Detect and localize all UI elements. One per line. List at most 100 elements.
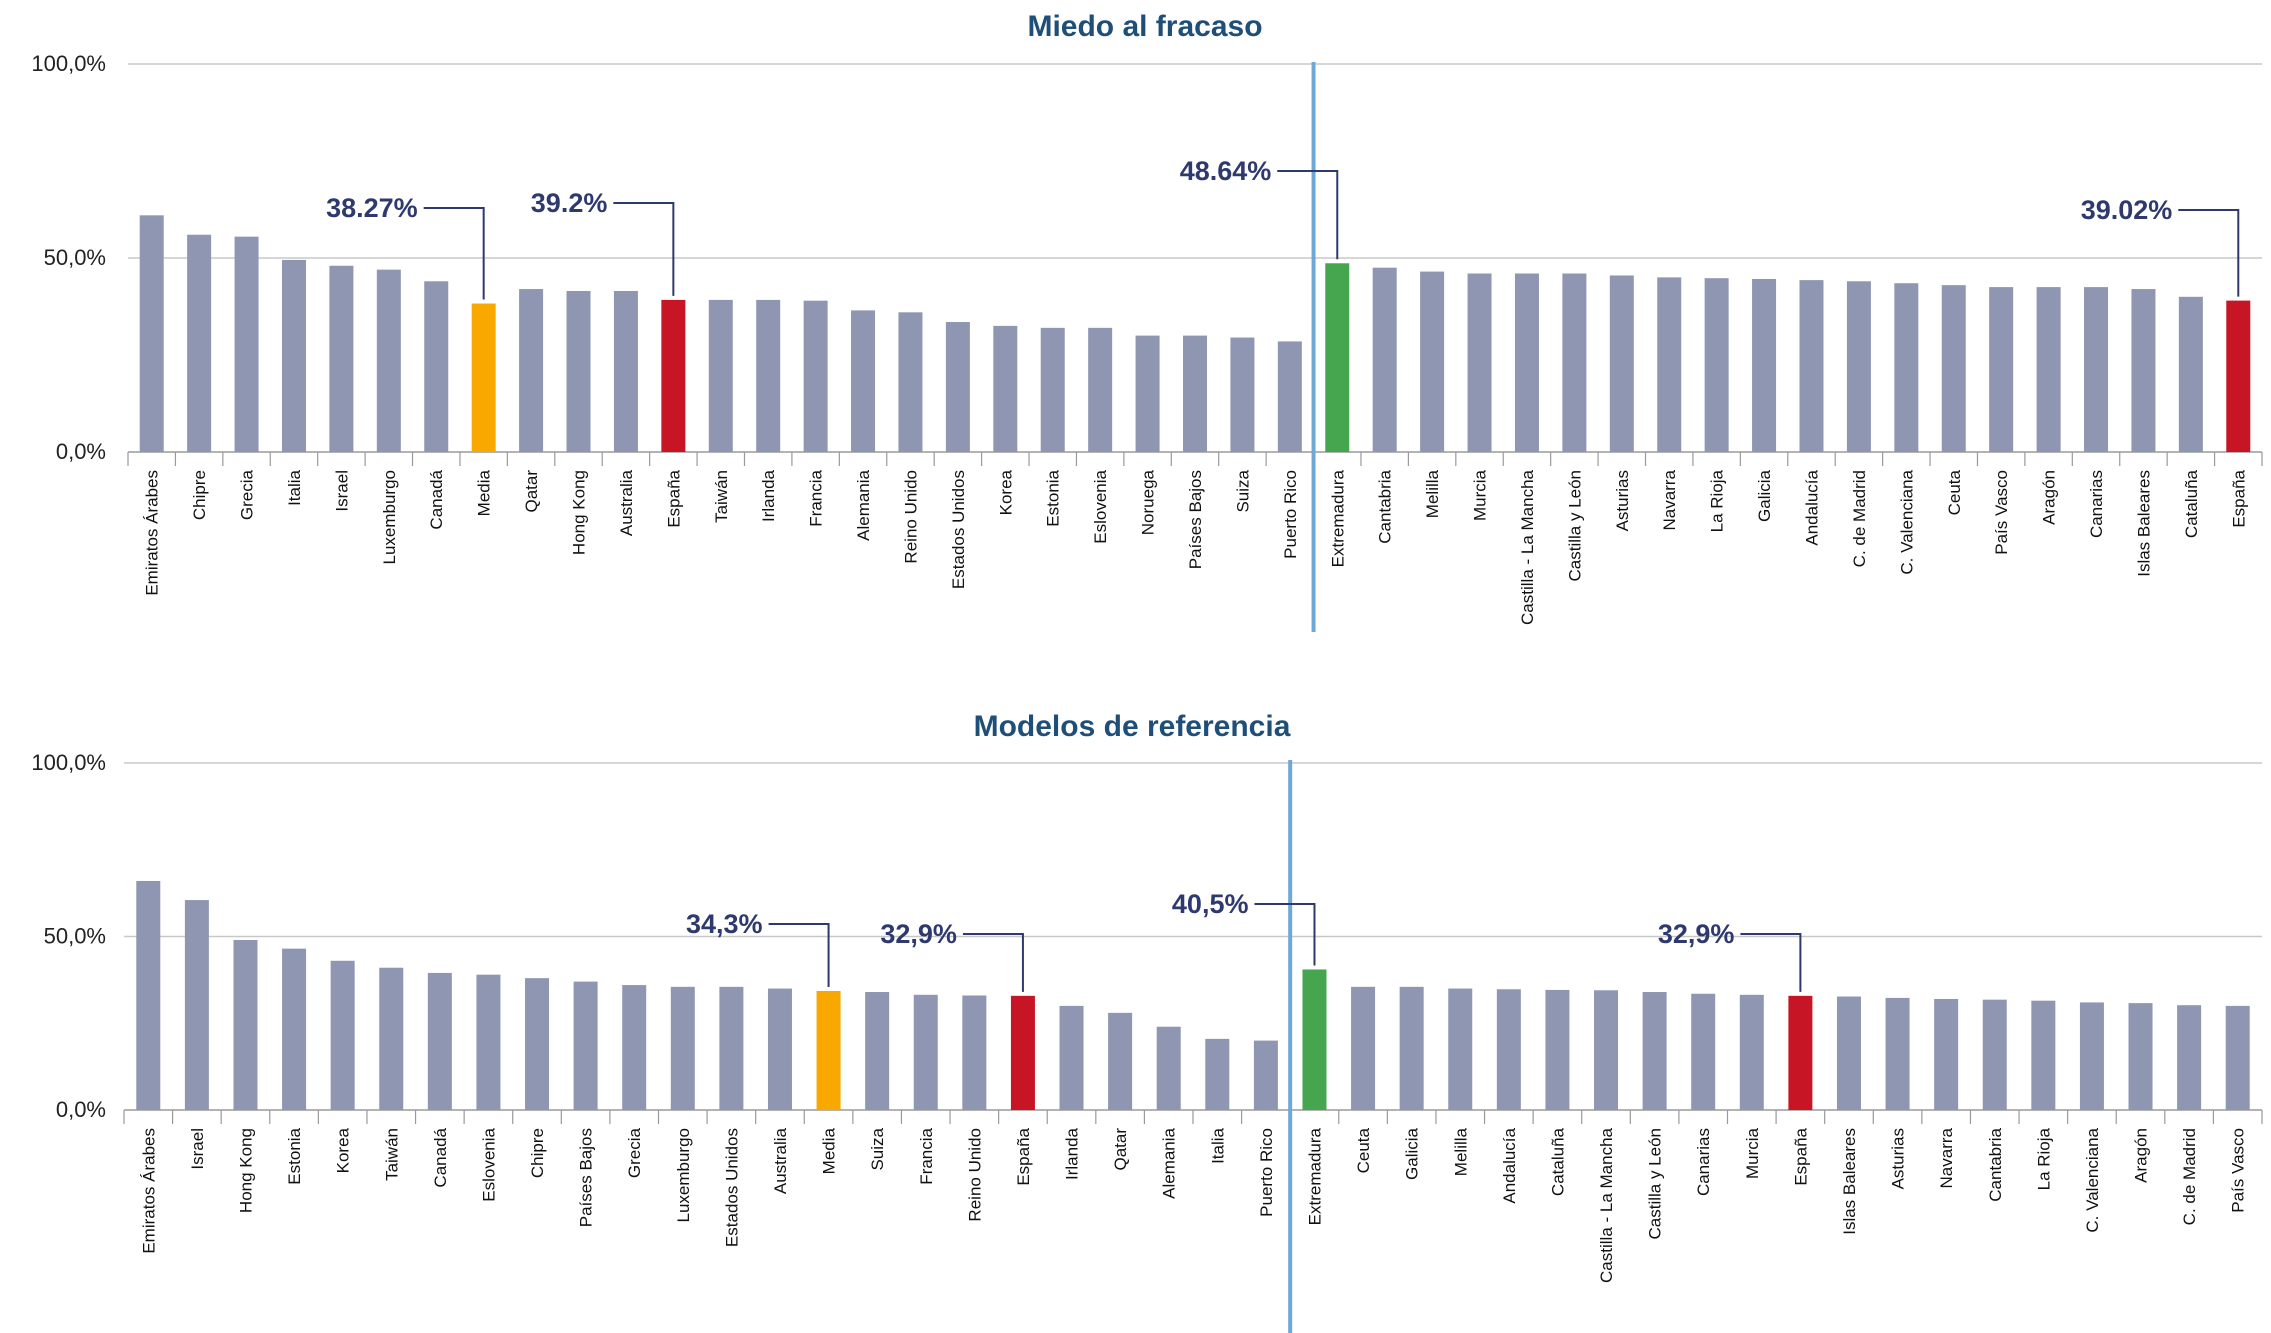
bar [376,269,401,452]
bar [424,281,449,452]
x-tick-label: Chipre [190,470,209,520]
x-tick-label: Taiwán [712,470,731,523]
x-tick-label: España [2229,469,2248,527]
x-tick-label: Castilla - La Mancha [1518,469,1537,625]
bar [234,236,259,452]
bar [471,303,496,452]
x-tick-label: Francia [807,469,826,526]
bar [613,290,638,452]
bar [1351,986,1376,1110]
bar [756,299,781,452]
y-tick-label: 50,0% [44,245,106,270]
x-tick-label: Navarra [1937,1127,1956,1188]
bar [1657,277,1682,452]
bar [962,995,987,1110]
callout-leader [1277,170,1339,260]
x-tick-label: Ceuta [1945,469,1964,515]
bar [1982,999,2007,1110]
bar [2079,1002,2104,1110]
x-tick-label: Asturias [1613,470,1632,531]
bar [1205,1038,1230,1110]
x-tick-label: Media [475,469,494,516]
bar [2131,289,2156,452]
x-tick-label: Alemania [854,469,873,540]
x-tick-label: Aragón [2040,470,2059,525]
bar [622,985,647,1110]
callout-label: 32,9% [1658,919,1735,949]
x-tick-label: Andalucía [1802,469,1821,545]
bar [2036,287,2061,452]
x-tick-label: País Vasco [2229,1128,2248,1213]
x-tick-label: C. Valenciana [1897,469,1916,574]
x-tick-label: Puerto Rico [1257,1128,1276,1217]
bar [767,988,792,1110]
x-tick-label: Suiza [1233,469,1252,512]
bar [1691,993,1716,1110]
bar [1934,998,1959,1110]
callout-leader [423,207,485,300]
x-tick-label: Murcia [1743,1127,1762,1179]
x-tick-label: C. de Madrid [1850,470,1869,567]
bar [379,967,404,1110]
x-tick-label: Castilla y León [1646,1128,1665,1240]
x-tick-label: Suiza [868,1127,887,1170]
x-tick-label: Extremadura [1328,469,1347,567]
x-tick-label: Reino Unido [901,470,920,564]
callout-leader [768,923,830,987]
x-tick-label: Canarias [1694,1128,1713,1196]
bar [816,990,841,1110]
bar [1467,273,1492,452]
chart-title: Miedo al fracaso [1027,10,1262,43]
bar [330,960,355,1110]
bar [1088,327,1113,452]
x-tick-label: C. Valenciana [2083,1127,2102,1232]
callout-label: 34,3% [686,909,763,939]
bar [1325,263,1350,452]
x-tick-label: C. de Madrid [2180,1128,2199,1225]
bar [1594,990,1619,1110]
x-tick-label: España [1791,1127,1810,1185]
x-tick-label: Aragón [2132,1128,2151,1183]
x-tick-label: Estados Unidos [949,470,968,589]
x-tick-label: Melilla [1423,469,1442,518]
callout-leader [1254,903,1316,966]
x-tick-label: Extremadura [1305,1127,1324,1225]
x-tick-label: Hong Kong [570,470,589,555]
x-tick-label: Eslovenia [1091,469,1110,543]
x-tick-label: Grecia [625,1127,644,1178]
bar [1562,273,1587,452]
bar [566,290,591,452]
bar [525,978,550,1110]
x-tick-label: Irlanda [759,469,778,522]
callout-label: 32,9% [880,919,957,949]
chart-modelos-de-referencia: Modelos de referencia 0,0% 50,0% 100,0% Emi… [31,710,2263,1333]
y-tick-label: 0,0% [56,439,106,464]
bar [1496,989,1521,1110]
x-tick-label: Estonia [285,1127,304,1184]
x-tick-label: Canadá [427,469,446,529]
bar [1372,267,1397,452]
bar [1941,285,1966,452]
x-tick-label: Países Bajos [1186,470,1205,569]
bar [2226,300,2251,452]
bar [708,299,733,452]
bar [1420,271,1445,452]
bar [898,312,923,452]
bar [184,900,209,1110]
bar [1010,995,1035,1110]
bar [1545,989,1570,1110]
bar [865,992,890,1110]
bar [2084,287,2109,452]
y-tick-label: 100,0% [31,750,106,775]
bar [719,986,744,1110]
x-tick-label: Islas Baleares [1840,1128,1859,1235]
chart-title: Modelos de referencia [974,710,1291,743]
bar [2128,1003,2153,1110]
x-tick-label: Emiratos Árabes [139,1128,158,1254]
x-tick-label: Castilla - La Mancha [1597,1127,1616,1283]
x-tick-label: Reino Unido [965,1128,984,1222]
x-tick-label: Israel [332,470,351,512]
bar [1885,997,1910,1110]
x-tick-label: Emiratos Árabes [143,470,162,596]
